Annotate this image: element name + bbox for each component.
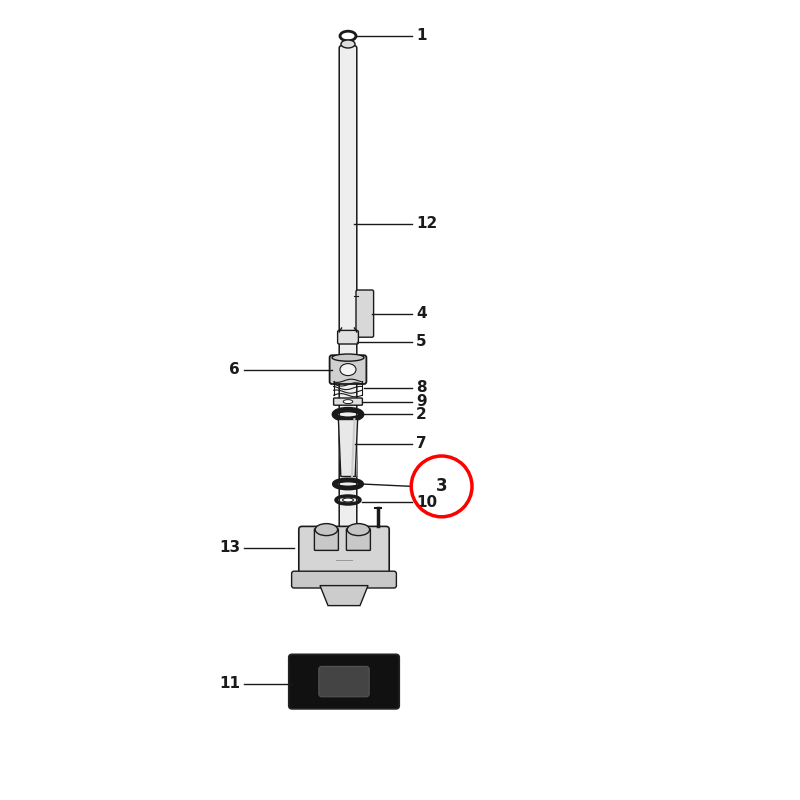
Ellipse shape: [343, 400, 353, 403]
FancyBboxPatch shape: [339, 46, 357, 562]
Text: 5: 5: [416, 334, 426, 349]
FancyBboxPatch shape: [291, 571, 397, 588]
FancyBboxPatch shape: [330, 355, 366, 384]
Text: 10: 10: [416, 495, 437, 510]
Ellipse shape: [315, 524, 338, 536]
Text: 3: 3: [436, 478, 447, 495]
FancyBboxPatch shape: [289, 654, 399, 709]
Text: 7: 7: [416, 437, 426, 451]
Text: 4: 4: [416, 306, 426, 321]
Text: 11: 11: [219, 677, 240, 691]
Ellipse shape: [342, 498, 354, 502]
FancyBboxPatch shape: [338, 330, 358, 344]
FancyBboxPatch shape: [356, 290, 374, 338]
Ellipse shape: [347, 524, 370, 536]
Text: 9: 9: [416, 394, 426, 409]
Text: 13: 13: [219, 541, 240, 555]
Text: 8: 8: [416, 381, 426, 395]
FancyBboxPatch shape: [334, 398, 362, 405]
FancyBboxPatch shape: [299, 526, 389, 581]
Text: 6: 6: [230, 362, 240, 377]
FancyBboxPatch shape: [318, 666, 370, 697]
FancyBboxPatch shape: [346, 529, 370, 550]
Polygon shape: [320, 586, 368, 606]
Ellipse shape: [341, 40, 355, 48]
Text: 2: 2: [416, 407, 426, 422]
Ellipse shape: [332, 354, 364, 362]
Text: 1: 1: [416, 29, 426, 43]
Ellipse shape: [340, 363, 356, 375]
FancyBboxPatch shape: [314, 529, 338, 550]
Text: 12: 12: [416, 217, 438, 231]
